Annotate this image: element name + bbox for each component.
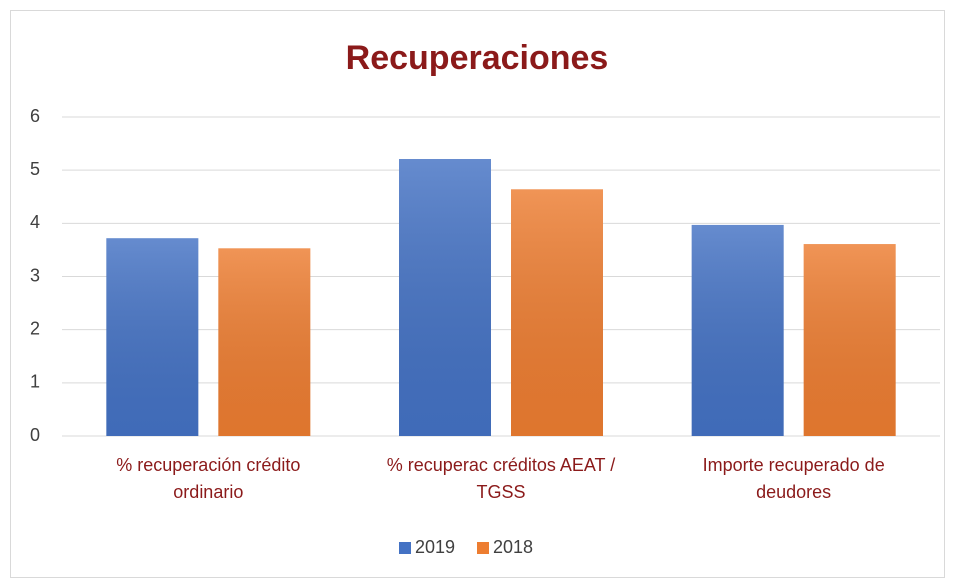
- legend-label: 2018: [493, 537, 533, 557]
- x-tick-label: % recuperación crédito ordinario: [116, 455, 301, 502]
- legend-swatch: [477, 542, 489, 554]
- legend-label: 2019: [415, 537, 455, 557]
- y-tick-label: 2: [30, 318, 40, 338]
- chart-title: Recuperaciones: [346, 39, 609, 77]
- bar: [691, 224, 784, 436]
- bar: [511, 189, 603, 436]
- y-tick-label: 0: [30, 425, 40, 445]
- bar: [218, 248, 311, 436]
- legend-swatch: [399, 542, 411, 554]
- y-tick-label: 3: [30, 265, 40, 285]
- x-tick-label: % recuperac créditos AEAT / TGSS: [386, 455, 616, 502]
- y-tick-label: 1: [30, 372, 40, 392]
- bar: [803, 244, 896, 436]
- bar: [399, 159, 491, 437]
- x-tick-label: Importe recuperado de deudores: [702, 455, 885, 502]
- bar: [106, 238, 199, 436]
- y-tick-label: 5: [30, 159, 40, 179]
- y-tick-label: 6: [30, 106, 40, 126]
- y-tick-label: 4: [30, 212, 40, 232]
